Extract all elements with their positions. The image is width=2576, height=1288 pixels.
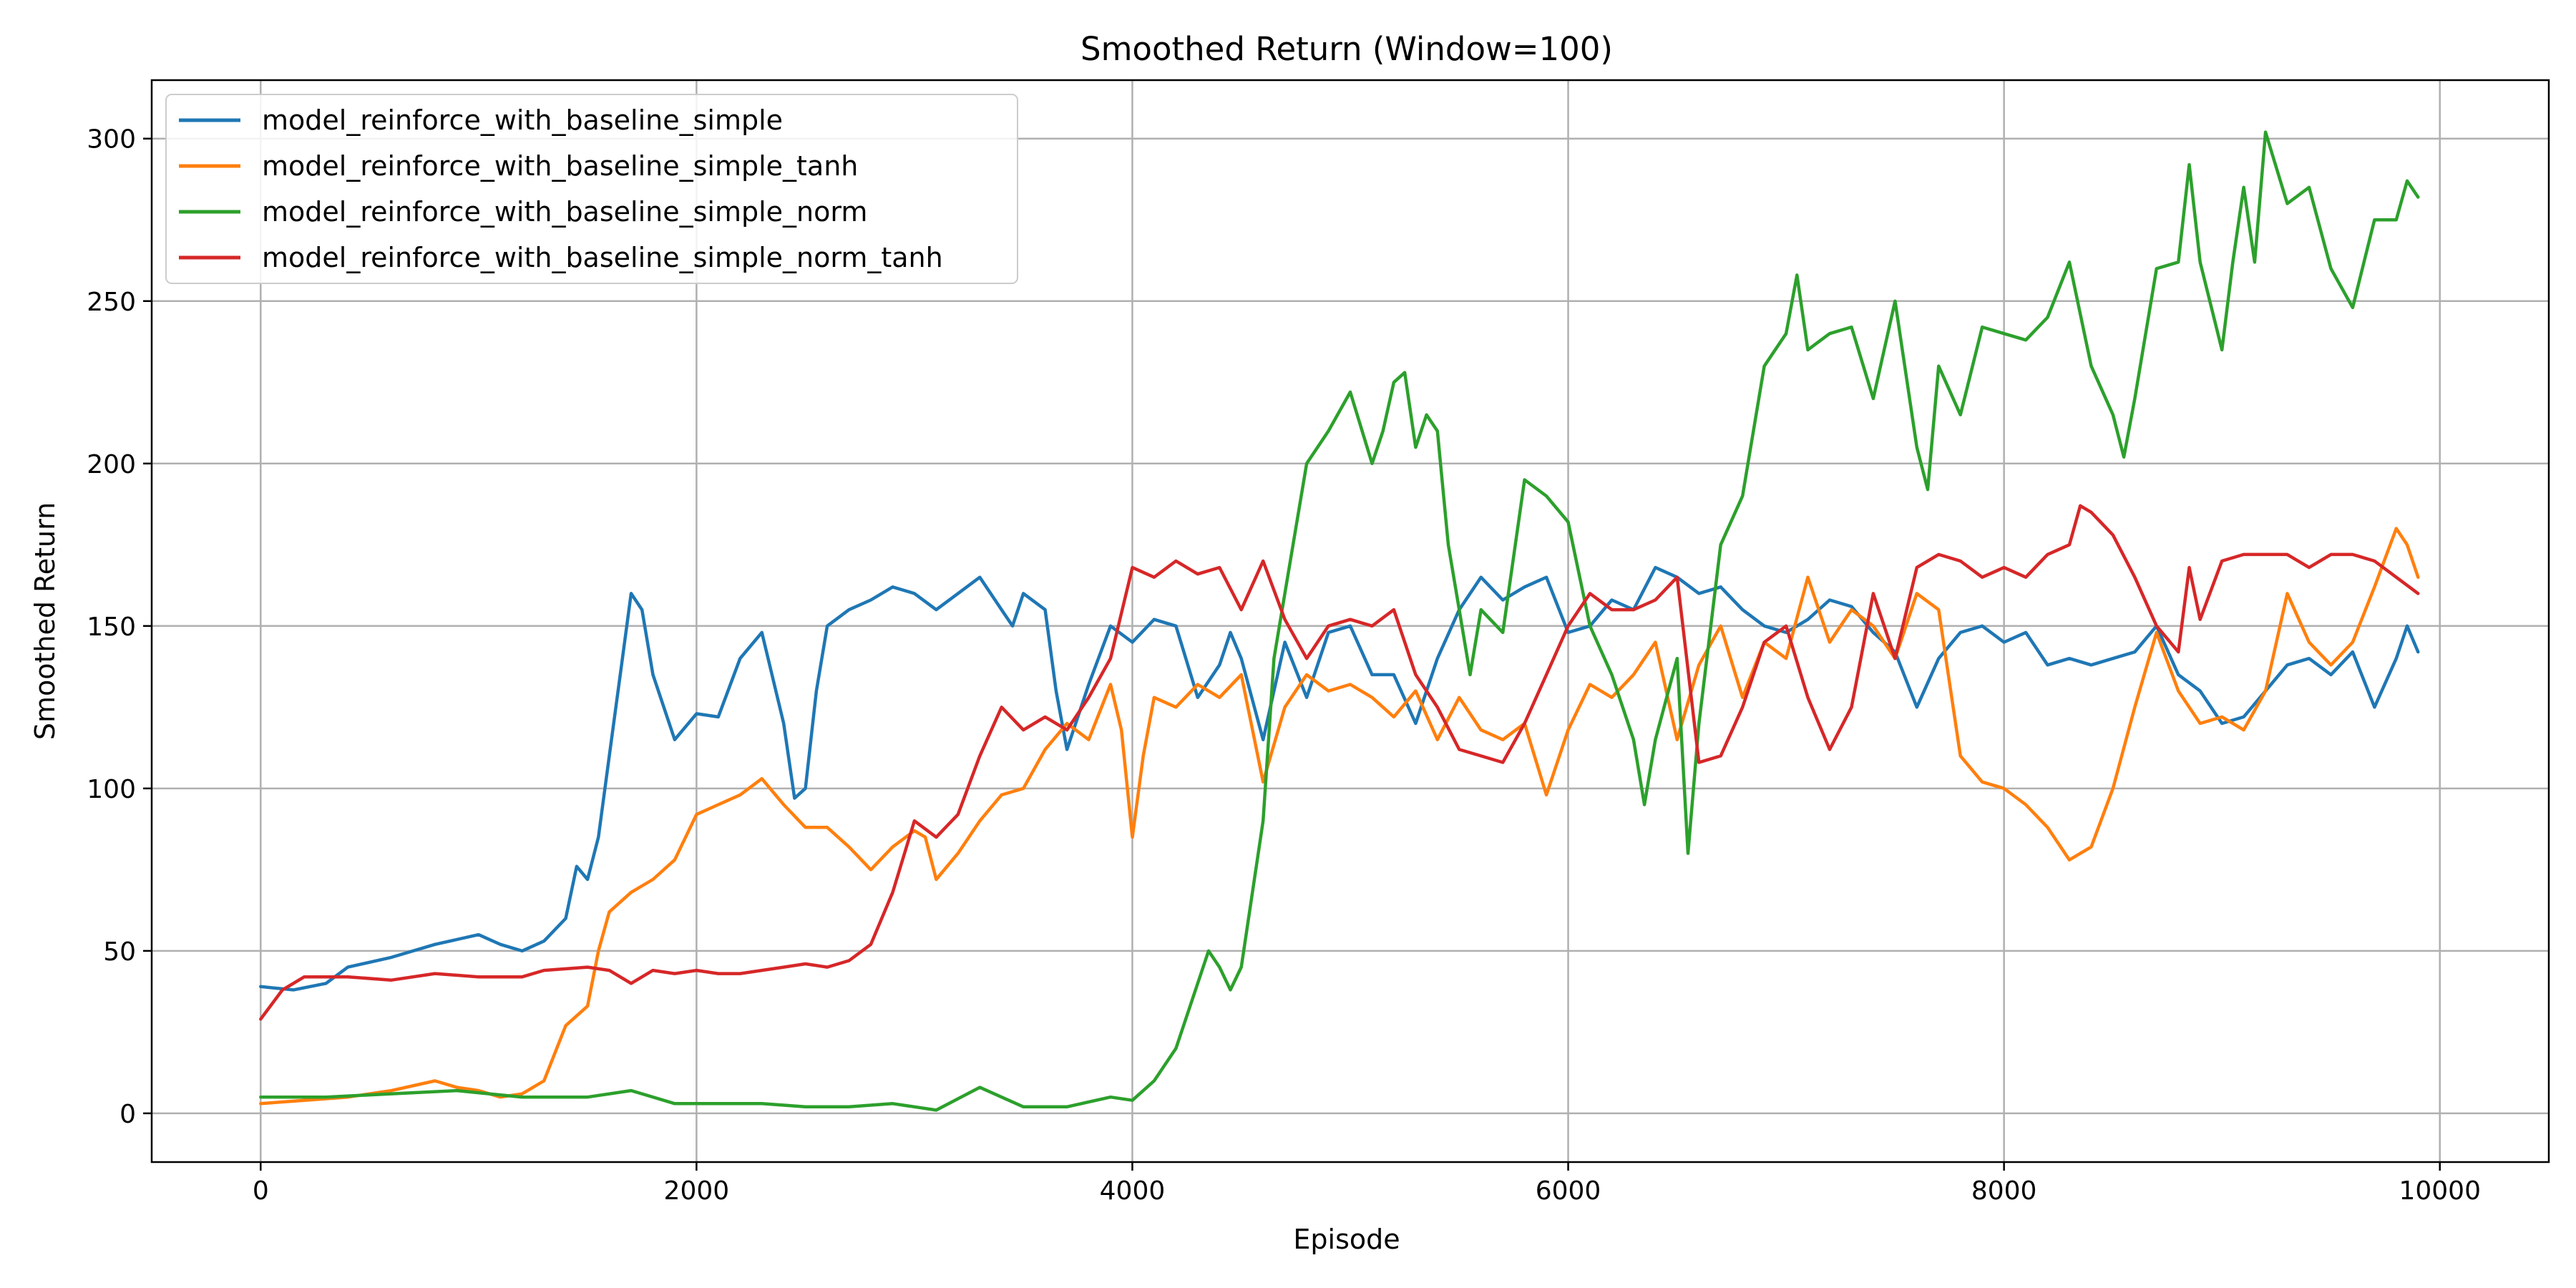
y-tick-label: 0 [119, 1100, 136, 1129]
legend-label: model_reinforce_with_baseline_simple_nor… [262, 196, 867, 228]
legend-label: model_reinforce_with_baseline_simple_nor… [262, 242, 943, 273]
legend: model_reinforce_with_baseline_simplemode… [165, 94, 1018, 284]
x-tick-label: 8000 [1971, 1176, 2037, 1206]
x-axis-label: Episode [1293, 1224, 1400, 1255]
x-tick-label: 6000 [1536, 1176, 1601, 1206]
series-line-2 [259, 527, 2420, 1106]
y-tick-label: 250 [87, 288, 136, 317]
series-line-3 [259, 130, 2420, 1112]
x-tick-label: 10000 [2399, 1176, 2481, 1206]
y-tick-label: 50 [103, 937, 136, 967]
y-tick-label: 100 [87, 775, 136, 804]
chart-title: Smoothed Return (Window=100) [1080, 30, 1613, 68]
y-tick-label: 200 [87, 450, 136, 479]
plot-frame [150, 79, 2550, 1163]
y-axis-ticks: 0 50 100 150 200 250 300 [87, 125, 152, 1129]
series-line-4 [259, 504, 2420, 1021]
x-tick-label: 4000 [1100, 1176, 1166, 1206]
series-line-1 [259, 565, 2420, 992]
y-axis-label: Smoothed Return [29, 502, 61, 740]
x-tick-label: 2000 [664, 1176, 730, 1206]
legend-box [165, 94, 1018, 284]
series-lines [259, 130, 2420, 1112]
y-tick-label: 150 [87, 613, 136, 642]
y-tick-label: 300 [87, 125, 136, 155]
x-tick-label: 0 [253, 1176, 269, 1206]
legend-label: model_reinforce_with_baseline_simple [262, 104, 783, 136]
x-axis-ticks: 0 2000 4000 6000 8000 10000 [253, 1162, 2481, 1206]
legend-label: model_reinforce_with_baseline_simple_tan… [262, 150, 858, 182]
